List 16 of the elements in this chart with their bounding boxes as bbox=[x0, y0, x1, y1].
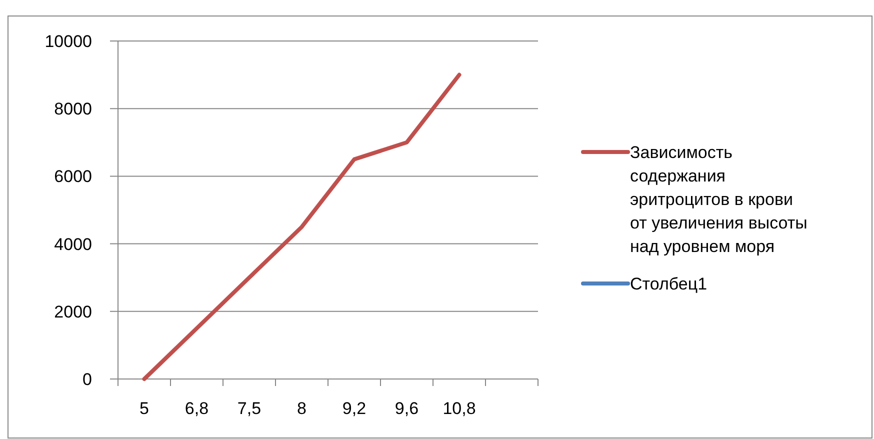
y-tick-label: 2000 bbox=[54, 302, 92, 322]
y-tick-label: 0 bbox=[82, 370, 92, 389]
x-tick-label: 6,8 bbox=[184, 399, 209, 418]
y-tick-label: 6000 bbox=[54, 167, 92, 186]
x-tick-label: 9,2 bbox=[342, 399, 366, 418]
x-tick-label: 9,6 bbox=[394, 399, 419, 418]
legend-label: Столбец1 bbox=[630, 274, 708, 294]
legend-label: Зависимость содержания эритроцитов в крови от увеличения высоты над уровнем моря bbox=[630, 142, 808, 256]
x-tick-label: 8 bbox=[297, 399, 306, 418]
y-tick-label: 10000 bbox=[44, 32, 92, 51]
x-tick-label: 5 bbox=[140, 399, 149, 418]
line-series bbox=[142, 72, 462, 381]
y-tick-label: 8000 bbox=[54, 100, 92, 119]
x-tick-label: 7,5 bbox=[237, 399, 262, 418]
x-tick-label: 10,8 bbox=[442, 399, 476, 418]
y-tick-label: 4000 bbox=[54, 234, 92, 254]
